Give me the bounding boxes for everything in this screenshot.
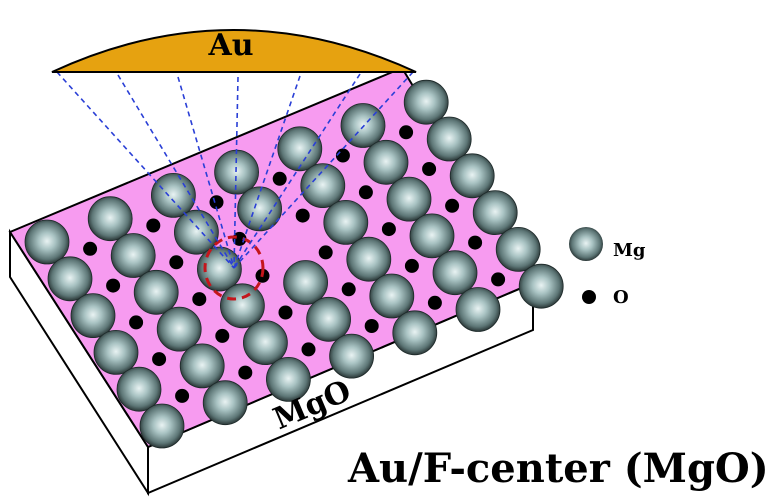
- oxygen-ion: [278, 305, 293, 320]
- oxygen-ion: [129, 315, 144, 330]
- oxygen-ion: [238, 365, 253, 380]
- oxygen-ion: [192, 292, 207, 307]
- magnesium-ion: [173, 209, 219, 255]
- magnesium-ion: [432, 250, 478, 296]
- magnesium-ion: [139, 403, 185, 449]
- oxygen-ion: [295, 208, 310, 223]
- magnesium-ion: [219, 283, 265, 329]
- oxygen-ion: [106, 278, 121, 293]
- magnesium-ion: [329, 333, 375, 379]
- projection-line: [117, 74, 235, 269]
- magnesium-ion: [133, 269, 179, 315]
- magnesium-ion: [323, 199, 369, 245]
- o-dot-icon: [582, 290, 596, 304]
- magnesium-ion: [346, 236, 392, 282]
- magnesium-ion: [110, 233, 156, 278]
- mg-sphere-icon: [569, 227, 603, 261]
- oxygen-ion: [358, 185, 373, 200]
- magnesium-ion: [242, 320, 288, 366]
- figure-caption: Au/F-center (MgO): [347, 445, 769, 492]
- oxygen-ion: [381, 222, 396, 237]
- magnesium-ion: [300, 163, 346, 209]
- magnesium-ion: [150, 172, 196, 218]
- oxygen-ion: [318, 245, 333, 260]
- au-cluster: [51, 29, 417, 73]
- magnesium-ion: [87, 196, 133, 242]
- magnesium-ion: [449, 153, 495, 199]
- magnesium-ion: [116, 366, 162, 412]
- magnesium-ion: [265, 356, 311, 402]
- magnesium-ion: [386, 176, 432, 222]
- oxygen-ion: [399, 125, 414, 140]
- legend-label-o: O: [613, 287, 629, 308]
- magnesium-ion: [409, 213, 455, 259]
- oxygen-ion: [301, 342, 316, 357]
- oxygen-ion: [468, 235, 483, 250]
- legend: Mg O: [569, 227, 646, 308]
- oxygen-ion: [169, 255, 184, 270]
- magnesium-ion: [518, 263, 564, 309]
- magnesium-ion: [369, 273, 415, 319]
- magnesium-ion: [340, 103, 386, 148]
- magnesium-ion: [237, 186, 283, 232]
- magnesium-ion: [179, 343, 225, 389]
- oxygen-ion: [341, 282, 356, 297]
- magnesium-ion: [47, 256, 93, 302]
- au-label: Au: [207, 28, 253, 63]
- legend-label-mg: Mg: [613, 240, 646, 261]
- magnesium-ion: [277, 126, 323, 172]
- magnesium-ion: [156, 306, 202, 352]
- oxygen-ion: [272, 171, 287, 186]
- oxygen-ion: [427, 295, 442, 310]
- oxygen-ion: [491, 272, 506, 287]
- oxygen-ion: [364, 319, 379, 333]
- magnesium-ion: [495, 226, 541, 272]
- magnesium-ion: [403, 79, 449, 125]
- magnesium-ion: [363, 139, 409, 185]
- oxygen-ion: [335, 148, 350, 163]
- magnesium-ion: [455, 287, 501, 332]
- magnesium-ion: [70, 293, 116, 339]
- projection-line: [56, 71, 235, 269]
- oxygen-ion: [83, 241, 98, 256]
- projection-line: [177, 76, 235, 269]
- projection-line: [233, 75, 301, 269]
- magnesium-ion: [202, 380, 248, 426]
- oxygen-ion: [146, 218, 161, 233]
- projection-line: [233, 76, 239, 269]
- oxygen-ion: [422, 162, 437, 176]
- magnesium-ion: [93, 329, 139, 375]
- legend-item-o: O: [582, 287, 629, 308]
- projection-lines: [56, 71, 414, 269]
- oxygen-ion: [404, 258, 419, 273]
- magnesium-ion: [306, 296, 352, 342]
- oxygen-ion: [215, 328, 230, 343]
- magnesium-ion: [426, 116, 472, 162]
- mgo-lattice: [24, 79, 564, 449]
- oxygen-ion: [152, 352, 167, 367]
- magnesium-ion: [283, 260, 329, 305]
- magnesium-ion: [472, 190, 518, 236]
- projection-line: [233, 73, 361, 269]
- f-center-vacancy: [203, 235, 265, 301]
- oxygen-ion: [175, 388, 190, 403]
- oxygen-ion: [445, 198, 460, 213]
- legend-item-mg: Mg: [569, 227, 646, 261]
- magnesium-ion: [392, 310, 438, 356]
- magnesium-ion: [214, 149, 260, 195]
- magnesium-ion: [24, 219, 70, 265]
